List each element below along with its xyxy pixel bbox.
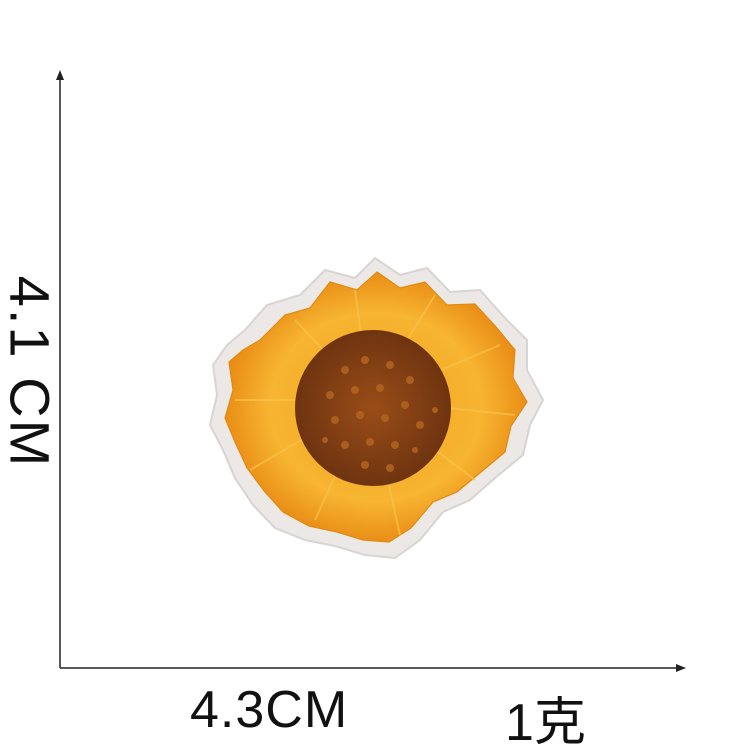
height-axis-arrow	[56, 70, 64, 80]
center-texture	[322, 356, 438, 472]
height-label: 4.1 CM	[0, 275, 62, 469]
width-axis-arrow	[676, 664, 686, 672]
sunflower-center	[295, 330, 451, 486]
width-label: 4.3CM	[190, 681, 349, 739]
weight-label: 1克	[505, 694, 586, 752]
sunflower-patch-image	[208, 256, 545, 560]
